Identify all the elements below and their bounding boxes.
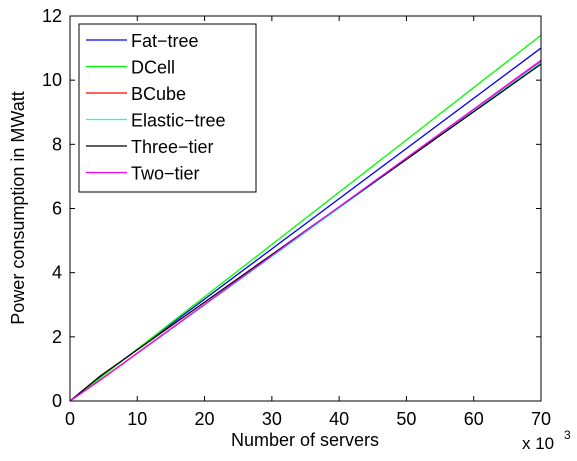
legend-label: DCell xyxy=(131,58,175,78)
x-tick-label: 50 xyxy=(396,409,416,429)
x-tick-label: 70 xyxy=(531,409,551,429)
x-multiplier-base: x 10 xyxy=(522,434,554,453)
legend-label: Three−tier xyxy=(131,137,214,157)
x-axis-multiplier: x 10 3 xyxy=(522,428,571,453)
y-tick-label: 0 xyxy=(52,391,62,411)
series-line xyxy=(69,59,542,402)
y-tick-label: 8 xyxy=(52,134,62,154)
y-axis: 0 2 4 6 8 10 12 xyxy=(42,6,541,411)
y-tick-label: 10 xyxy=(42,70,62,90)
x-tick-label: 20 xyxy=(195,409,215,429)
x-axis: 0 10 20 30 40 50 60 70 xyxy=(65,16,551,429)
y-axis-label: Power consumption in MWatt xyxy=(8,91,28,324)
x-axis-label: Number of servers xyxy=(231,430,379,450)
x-multiplier-exponent: 3 xyxy=(564,428,571,442)
x-tick-label: 30 xyxy=(262,409,282,429)
x-tick-label: 10 xyxy=(127,409,147,429)
series-layer xyxy=(69,34,542,402)
legend-label: Elastic−tree xyxy=(131,111,226,131)
x-tick-label: 60 xyxy=(464,409,484,429)
legend-box xyxy=(78,23,257,193)
x-tick-label: 0 xyxy=(65,409,75,429)
series-line xyxy=(69,63,542,402)
y-tick-label: 6 xyxy=(52,199,62,219)
y-tick-label: 12 xyxy=(42,6,62,26)
legend-label: BCube xyxy=(131,84,186,104)
legend: Fat−tree DCell BCube Elastic−tree Three−tier… xyxy=(78,23,257,193)
legend-label: Fat−tree xyxy=(131,31,199,51)
y-tick-label: 4 xyxy=(52,263,62,283)
x-tick-label: 40 xyxy=(329,409,349,429)
legend-label: Two−tier xyxy=(131,164,200,184)
y-tick-label: 2 xyxy=(52,327,62,347)
